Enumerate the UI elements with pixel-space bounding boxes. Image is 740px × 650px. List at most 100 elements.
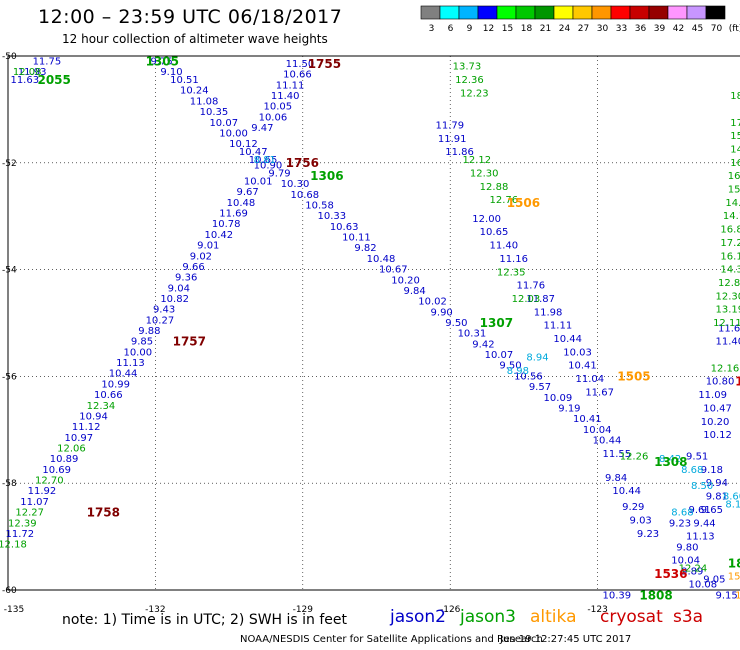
swh-value-jason2: 9.85 bbox=[131, 337, 153, 348]
pass-time-label: 1536 bbox=[654, 567, 687, 581]
pass-time-label: 1757 bbox=[173, 335, 206, 349]
legend-jason3: jason3 bbox=[460, 607, 516, 627]
colorbar-swatch bbox=[496, 5, 517, 20]
y-tick-label: -52 bbox=[2, 159, 17, 169]
swh-value-jason2: 10.82 bbox=[160, 294, 189, 305]
swh-value-jason2: 10.11 bbox=[342, 233, 371, 244]
swh-value-jason2: 11.69 bbox=[219, 209, 248, 220]
swh-value-jason2: 9.29 bbox=[622, 502, 644, 513]
data-points: 11.7511.9311.639.759.1010.5110.2411.0810… bbox=[0, 56, 740, 601]
swh-value-jason2: 11.13 bbox=[116, 358, 145, 369]
colorbar-label: 6 bbox=[448, 24, 454, 34]
swh-value-jason2: 10.03 bbox=[563, 347, 592, 358]
swh-value-jason2: 10.99 bbox=[101, 379, 130, 390]
swh-value-jason3: 16.6 bbox=[730, 158, 740, 169]
colorbar-label: 30 bbox=[597, 24, 609, 34]
swh-value-jason2: 10.69 bbox=[42, 465, 71, 476]
swh-value-jason2: 11.76 bbox=[517, 281, 546, 292]
swh-value-jason2: 9.75 bbox=[150, 56, 172, 67]
y-tick-label: -58 bbox=[2, 479, 17, 489]
swh-value-jason3: 18 bbox=[730, 91, 740, 102]
swh-value-jason2: 10.58 bbox=[305, 201, 334, 212]
page-title: 12:00 – 23:59 UTC 06/18/2017 bbox=[38, 6, 343, 28]
swh-value-jason2: 9.36 bbox=[175, 273, 197, 284]
swh-value-jason2: 9.47 bbox=[251, 123, 273, 134]
swh-value-jason2: 11.04 bbox=[575, 374, 604, 385]
pass-time-label: 1308 bbox=[654, 455, 687, 469]
x-tick-label: -132 bbox=[145, 605, 165, 615]
swh-value-jason2: 10.07 bbox=[209, 118, 238, 129]
swh-value-jason3: 12.27 bbox=[15, 508, 44, 519]
swh-value-cyan: 8.94 bbox=[526, 353, 548, 364]
swh-value-jason2: 10.47 bbox=[703, 403, 732, 414]
swh-value-jason2: 11.50 bbox=[286, 59, 315, 70]
swh-value-cyan: 8.68 bbox=[671, 508, 693, 519]
swh-value-jason3: 12.26 bbox=[620, 452, 649, 463]
swh-value-jason2: 10.12 bbox=[703, 430, 732, 441]
swh-value-jason2: 10.56 bbox=[514, 371, 543, 382]
swh-value-jason2: 10.48 bbox=[367, 254, 396, 265]
swh-value-jason2: 10.35 bbox=[200, 107, 229, 118]
swh-value-jason3: 17.4 bbox=[730, 118, 740, 129]
swh-value-jason3: 12.30 bbox=[716, 291, 740, 302]
swh-value-jason3: 12.06 bbox=[57, 443, 86, 454]
swh-value-jason2: 9.89 bbox=[681, 566, 703, 577]
swh-value-cyan: 8.81 bbox=[254, 155, 276, 166]
swh-value-jason2: 11.67 bbox=[585, 387, 614, 398]
swh-value-jason2: 10.02 bbox=[418, 297, 447, 308]
swh-value-jason2: 10.89 bbox=[50, 454, 79, 465]
pass-time-label: 1506 bbox=[507, 196, 540, 210]
swh-value-jason3: 12.23 bbox=[460, 88, 489, 99]
swh-value-jason3: 12.11 bbox=[713, 318, 740, 329]
legend-cryosat: cryosat bbox=[600, 607, 663, 627]
swh-value-cyan: 8.50 bbox=[691, 481, 713, 492]
swh-value-jason2: 9.81 bbox=[706, 492, 728, 503]
swh-value-jason2: 9.51 bbox=[686, 452, 708, 463]
y-tick-label: -60 bbox=[2, 586, 17, 596]
swh-value-jason2: 10.78 bbox=[212, 219, 241, 230]
swh-value-jason2: 9.50 bbox=[499, 361, 521, 372]
swh-value-jason2: 10.94 bbox=[79, 411, 108, 422]
swh-value-jason2: 11.63 bbox=[10, 75, 39, 86]
pass-time-label: 1307 bbox=[480, 316, 513, 330]
swh-value-jason2: 10.20 bbox=[701, 417, 730, 428]
colorbar-label: 21 bbox=[540, 24, 551, 34]
colorbar-label: 45 bbox=[692, 24, 703, 34]
colorbar-label: 12 bbox=[483, 24, 494, 34]
swh-value-jason2: 9.90 bbox=[431, 307, 453, 318]
y-tick-label: -50 bbox=[2, 52, 17, 62]
swh-value-jason2: 9.05 bbox=[703, 574, 725, 585]
swh-value-jason2: 10.65 bbox=[480, 227, 509, 238]
page-subtitle: 12 hour collection of altimeter wave hei… bbox=[62, 32, 328, 46]
swh-value-cyan: 8.68 bbox=[681, 465, 703, 476]
swh-value-jason2: 9.82 bbox=[354, 243, 376, 254]
swh-value-jason2: 10.01 bbox=[244, 176, 273, 187]
colorbar-label: 24 bbox=[559, 24, 571, 34]
swh-value-jason2: 10.65 bbox=[249, 155, 278, 166]
swh-value-jason2: 9.65 bbox=[701, 505, 723, 516]
swh-value-jason2: 10.39 bbox=[603, 590, 632, 601]
colorbar-swatch bbox=[534, 5, 555, 20]
swh-value-jason2: 10.41 bbox=[573, 414, 602, 425]
swh-value-jason2: 11.92 bbox=[28, 486, 57, 497]
swh-value-jason2: 10.04 bbox=[583, 425, 612, 436]
swh-value-jason2: 10.51 bbox=[170, 75, 199, 86]
colorbar-swatch bbox=[648, 5, 669, 20]
swh-value-jason2: 10.47 bbox=[239, 147, 268, 158]
swh-value-jason3: 14.37 bbox=[720, 265, 740, 276]
swh-value-jason2: 10.44 bbox=[612, 486, 641, 497]
swh-value-jason2: 10.63 bbox=[330, 222, 359, 233]
pass-time-label: 1505 bbox=[617, 369, 650, 383]
colorbar-label: 15 bbox=[502, 24, 513, 34]
colorbar-swatch bbox=[458, 5, 479, 20]
colorbar-label: 42 bbox=[673, 24, 684, 34]
legend-s3a: s3a bbox=[673, 607, 704, 627]
swh-value-jason2: 11.08 bbox=[190, 96, 219, 107]
swh-value-jason2: 11.11 bbox=[276, 80, 305, 91]
swh-value-jason2: 9.57 bbox=[529, 382, 551, 393]
swh-value-jason2: 10.66 bbox=[283, 70, 312, 81]
swh-value-jason2: 11.61 bbox=[718, 323, 740, 334]
swh-value-jason3: 15.5 bbox=[730, 131, 740, 142]
colorbar-swatch bbox=[591, 5, 612, 20]
